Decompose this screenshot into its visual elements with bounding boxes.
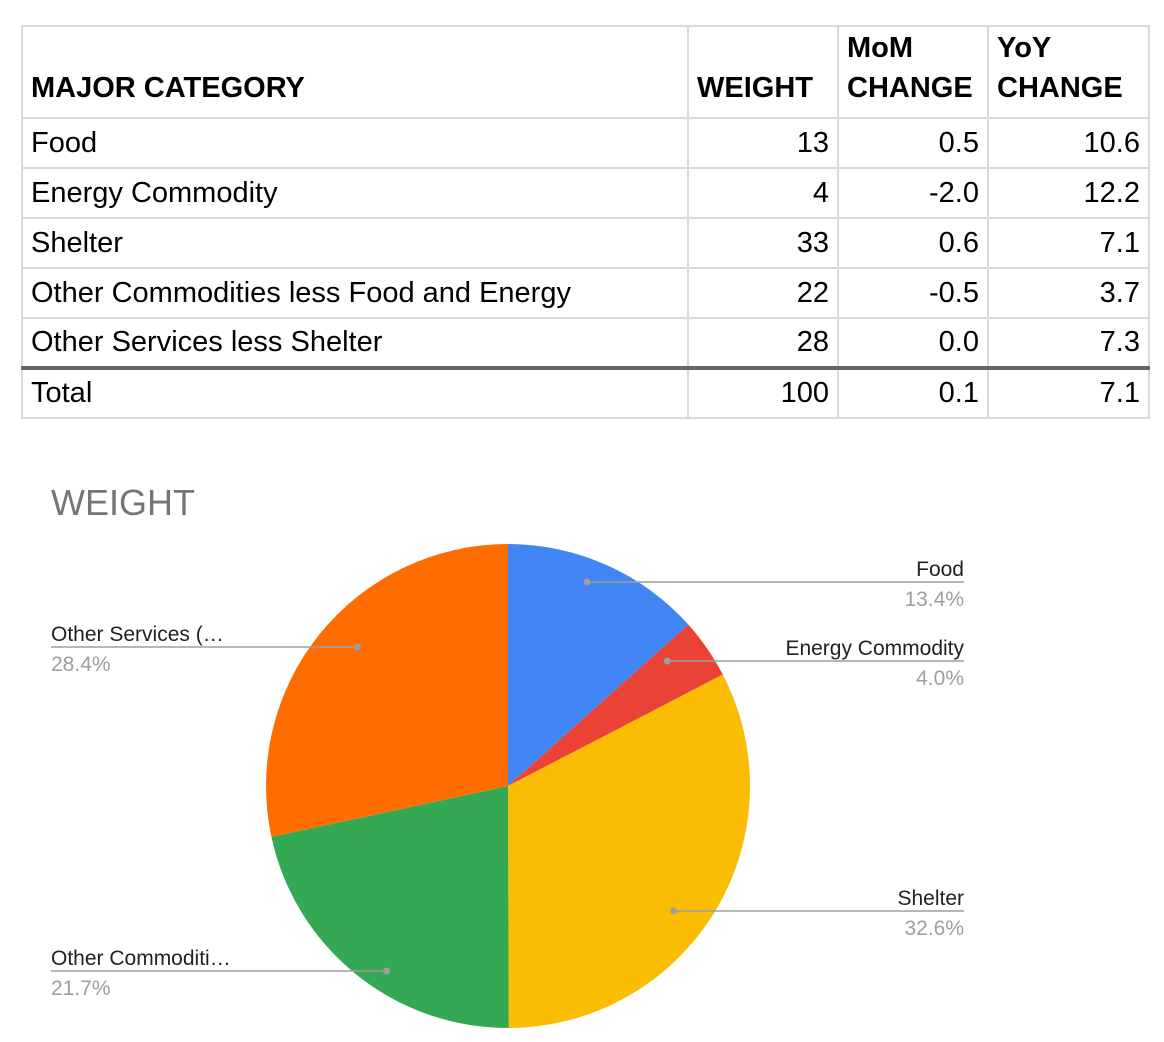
row-mom: -2.0 [837, 167, 989, 219]
row-mom: 0.5 [837, 117, 989, 169]
total-mom: 0.1 [837, 366, 989, 419]
table-header-row: MAJOR CATEGORY WEIGHT MoM CHANGE YoY CHANG… [21, 25, 1150, 119]
slice-label: Food [916, 558, 964, 581]
slice-percent-label: 4.0% [916, 667, 964, 690]
table-row: Other Services less Shelter 28 0.0 7.3 [21, 317, 1150, 369]
row-category: Other Commodities less Food and Energy [21, 267, 689, 319]
header-major-category: MAJOR CATEGORY [21, 25, 689, 119]
row-mom: 0.6 [837, 217, 989, 269]
header-yoy-change: YoY CHANGE [987, 25, 1150, 119]
row-yoy: 7.3 [987, 317, 1150, 369]
pie-slice-energy-commodity[interactable] [508, 624, 723, 786]
header-weight: WEIGHT [687, 25, 839, 119]
row-mom: 0.0 [837, 317, 989, 369]
pie-slices [266, 544, 750, 1028]
category-table: MAJOR CATEGORY WEIGHT MoM CHANGE YoY CHANG… [21, 25, 1150, 419]
pie-slice-food[interactable] [508, 544, 689, 786]
table-row: Food 13 0.5 10.6 [21, 117, 1150, 169]
pie-chart-svg: WEIGHT Food 13.4% Energy Commodity 4.0% Shel… [51, 482, 964, 1028]
table-row: Energy Commodity 4 -2.0 12.2 [21, 167, 1150, 219]
row-weight: 22 [687, 267, 839, 319]
slice-percent-label: 28.4% [51, 653, 111, 676]
total-weight: 100 [687, 366, 839, 419]
pie-slice-shelter[interactable] [508, 674, 750, 1028]
row-yoy: 7.1 [987, 217, 1150, 269]
weight-pie-chart: WEIGHT Food 13.4% Energy Commodity 4.0% Shel… [0, 440, 1164, 1042]
row-category: Shelter [21, 217, 689, 269]
row-weight: 4 [687, 167, 839, 219]
row-weight: 28 [687, 317, 839, 369]
slice-label: Shelter [897, 887, 964, 910]
slice-percent-label: 32.6% [904, 917, 964, 940]
row-category: Other Services less Shelter [21, 317, 689, 369]
table-row: Other Commodities less Food and Energy 2… [21, 267, 1150, 319]
slice-percent-label: 21.7% [51, 977, 111, 1000]
row-weight: 33 [687, 217, 839, 269]
pie-slice-other-commodities-less-food-and-energy[interactable] [271, 786, 509, 1028]
slice-label: Energy Commodity [785, 637, 964, 660]
chart-title: WEIGHT [51, 482, 195, 523]
slice-label: Other Commoditi… [51, 947, 231, 970]
pie-callouts: Food 13.4% Energy Commodity 4.0% Shelter 32.6… [51, 558, 964, 1000]
slice-percent-label: 13.4% [904, 588, 964, 611]
row-yoy: 3.7 [987, 267, 1150, 319]
table-row: Shelter 33 0.6 7.1 [21, 217, 1150, 269]
slice-label: Other Services (… [51, 623, 224, 646]
table-total-row: Total 100 0.1 7.1 [21, 366, 1150, 419]
header-mom-change: MoM CHANGE [837, 25, 989, 119]
pie-slice-other-services-less-shelter[interactable] [266, 544, 508, 837]
row-yoy: 10.6 [987, 117, 1150, 169]
total-category: Total [21, 366, 689, 419]
row-yoy: 12.2 [987, 167, 1150, 219]
row-category: Energy Commodity [21, 167, 689, 219]
row-mom: -0.5 [837, 267, 989, 319]
row-weight: 13 [687, 117, 839, 169]
row-category: Food [21, 117, 689, 169]
total-yoy: 7.1 [987, 366, 1150, 419]
